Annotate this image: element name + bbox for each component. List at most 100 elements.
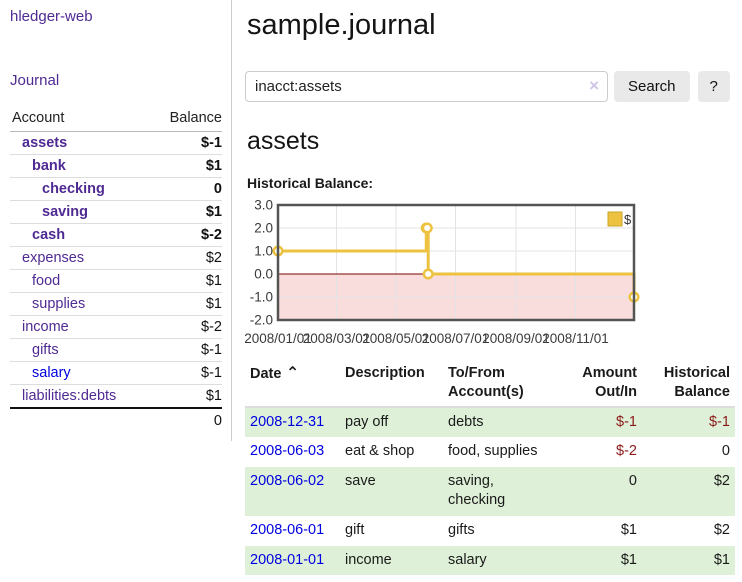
transactions-table: Date ⌃ Description To/From Account(s) Amount… <box>245 362 735 576</box>
svg-text:2008/05/01: 2008/05/01 <box>362 331 430 346</box>
app-title-link[interactable]: hledger-web <box>10 8 93 25</box>
account-link[interactable]: liabilities:debts <box>22 388 117 404</box>
svg-text:2008/09/01: 2008/09/01 <box>482 331 550 346</box>
transaction-amount: $-2 <box>616 443 637 460</box>
svg-text:2008/11/01: 2008/11/01 <box>542 331 609 346</box>
account-row: income $-2 <box>10 315 222 339</box>
column-header-description: Description <box>340 362 443 408</box>
account-row: cash $-2 <box>10 223 222 247</box>
account-link[interactable]: expenses <box>22 250 85 266</box>
svg-text:-1.0: -1.0 <box>250 290 273 305</box>
clear-search-icon[interactable]: × <box>589 76 599 95</box>
transaction-row: 2008-06-03 eat & shop food, supplies $-2 0 <box>245 437 735 467</box>
account-link[interactable]: gifts <box>32 342 59 358</box>
account-balance: $-1 <box>150 338 222 362</box>
transaction-description: save <box>345 472 376 489</box>
transaction-accounts: debts <box>448 413 484 430</box>
transaction-description: pay off <box>345 413 389 430</box>
account-row: bank $1 <box>10 154 222 178</box>
column-header-date[interactable]: Date ⌃ <box>245 362 340 408</box>
transactions-header-row: Date ⌃ Description To/From Account(s) Amount… <box>245 362 735 408</box>
accounts-total-spacer <box>10 407 151 433</box>
account-link[interactable]: food <box>32 273 61 289</box>
account-balance: $1 <box>205 388 222 404</box>
account-row: gifts $-1 <box>10 338 222 362</box>
account-balance: $-2 <box>150 223 222 247</box>
column-header-amount-out-in: Amount Out/In <box>549 362 642 408</box>
account-row: assets $-1 <box>10 131 222 155</box>
account-balance: $-1 <box>150 131 222 155</box>
transaction-description: income <box>345 551 392 568</box>
transaction-date-link[interactable]: 2008-12-31 <box>250 413 325 430</box>
transaction-description: gift <box>345 521 365 538</box>
main-content: sample.journal × Search ? assets Histori… <box>245 0 735 576</box>
chart-heading: Historical Balance: <box>247 175 374 191</box>
transaction-balance: 0 <box>721 443 730 460</box>
historical-balance-chart[interactable]: $3.0 2.0 1.0 0.0 -1.0 -2.0 2008/01/012008/03/0… <box>245 197 647 349</box>
account-row: expenses $2 <box>10 246 222 270</box>
account-heading: assets <box>247 127 320 155</box>
transaction-date-link[interactable]: 2008-06-03 <box>250 443 325 460</box>
accounts-header-balance: Balance <box>150 108 222 132</box>
transaction-row: 2008-01-01 income salary $1 $1 <box>245 545 735 576</box>
transaction-row: 2008-06-01 gift gifts $1 $2 <box>245 516 735 546</box>
search-bar: × Search ? <box>245 71 735 102</box>
journal-link[interactable]: Journal <box>10 72 60 89</box>
account-balance: $1 <box>150 154 222 178</box>
sort-asc-icon: ⌃ <box>281 365 300 382</box>
account-link[interactable]: cash <box>32 227 66 243</box>
transaction-accounts: gifts <box>448 521 475 538</box>
account-balance: $-2 <box>150 315 222 339</box>
transaction-description: eat & shop <box>345 443 415 460</box>
account-link[interactable]: checking <box>42 181 105 197</box>
search-box: × <box>245 71 608 102</box>
page-title: sample.journal <box>247 9 436 41</box>
account-link[interactable]: salary <box>32 365 71 381</box>
account-link[interactable]: assets <box>22 135 68 151</box>
account-balance: $1 <box>150 292 222 316</box>
account-link[interactable]: saving <box>42 204 88 220</box>
account-link[interactable]: income <box>22 319 69 335</box>
search-button[interactable]: Search <box>614 71 690 102</box>
transaction-amount: $-1 <box>616 413 637 430</box>
sidebar: hledger-web Journal Account Balance asse… <box>0 0 232 441</box>
accounts-table: Account Balance assets $-1 bank $1 checking 0… <box>10 108 222 433</box>
transaction-balance: $-1 <box>709 413 730 430</box>
account-balance: $1 <box>150 200 222 224</box>
transaction-balance: $2 <box>713 521 730 538</box>
transaction-accounts: salary <box>448 551 487 568</box>
svg-text:$: $ <box>624 212 632 227</box>
account-link[interactable]: supplies <box>32 296 86 312</box>
account-link[interactable]: bank <box>32 158 66 174</box>
svg-text:2008/07/01: 2008/07/01 <box>422 331 490 346</box>
transaction-balance: $1 <box>713 551 730 568</box>
account-row: saving $1 <box>10 200 222 224</box>
account-balance: 0 <box>150 177 222 201</box>
transaction-accounts: saving, checking <box>448 472 506 509</box>
transaction-date-link[interactable]: 2008-06-02 <box>250 472 325 489</box>
svg-text:2008/01/01: 2008/01/01 <box>245 331 312 346</box>
accounts-header-account: Account <box>10 108 151 132</box>
help-button[interactable]: ? <box>697 71 730 102</box>
account-row: checking 0 <box>10 177 222 201</box>
search-input[interactable] <box>245 71 608 102</box>
transaction-row: 2008-12-31 pay off debts $-1 $-1 <box>245 406 735 438</box>
transaction-amount: $1 <box>620 521 637 538</box>
transaction-date-link[interactable]: 2008-01-01 <box>250 551 325 568</box>
svg-text:2008/03/01: 2008/03/01 <box>303 331 371 346</box>
svg-text:2.0: 2.0 <box>254 221 273 236</box>
svg-text:-2.0: -2.0 <box>250 313 273 328</box>
account-row: salary $-1 <box>10 361 222 385</box>
transaction-balance: $2 <box>713 472 730 489</box>
account-balance: $-1 <box>150 361 222 385</box>
account-row: liabilities:debts $1 <box>10 385 222 409</box>
account-balance: $1 <box>150 269 222 293</box>
transaction-date-link[interactable]: 2008-06-01 <box>250 521 325 538</box>
account-row: food $1 <box>10 269 222 293</box>
account-balance: $2 <box>150 246 222 270</box>
svg-text:1.0: 1.0 <box>254 244 273 259</box>
column-header-to-from-account(s): To/From Account(s) <box>443 362 549 408</box>
transaction-amount: $1 <box>620 551 637 568</box>
accounts-total-row: 0 <box>10 407 222 433</box>
